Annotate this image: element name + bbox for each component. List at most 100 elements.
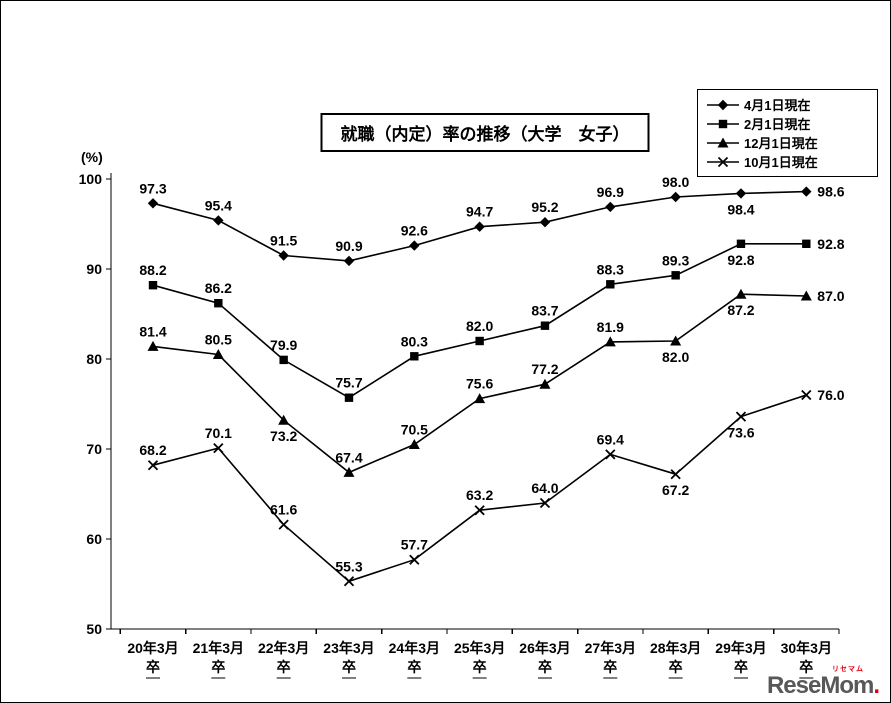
y-tick-label: 50 xyxy=(86,621,102,637)
logo-kana-text: リセマム xyxy=(832,666,864,673)
x-tick-suffix: 卒 xyxy=(669,659,683,675)
x-marker-icon xyxy=(409,554,420,565)
x-tick-suffix: 卒 xyxy=(146,659,160,675)
data-label: 87.2 xyxy=(727,302,754,318)
data-label: 98.4 xyxy=(727,201,754,217)
x-marker-icon xyxy=(670,469,681,480)
x-tick-label: 21年3月 xyxy=(193,640,244,656)
diamond-marker-icon xyxy=(670,191,681,203)
triangle-marker-icon xyxy=(539,378,551,389)
data-label: 70.5 xyxy=(401,422,428,438)
data-label: 86.2 xyxy=(205,280,232,296)
y-tick-label: 90 xyxy=(86,261,102,277)
data-label: 87.0 xyxy=(817,288,844,304)
square-marker-icon xyxy=(475,336,484,346)
square-marker-icon xyxy=(148,281,158,290)
square-marker-icon xyxy=(718,119,728,128)
diamond-marker-icon xyxy=(343,255,355,267)
triangle-marker-icon xyxy=(800,290,812,301)
data-label: 79.9 xyxy=(270,337,297,353)
data-label: 81.4 xyxy=(139,323,166,339)
triangle-marker-icon xyxy=(147,340,159,351)
legend-marker-x-icon xyxy=(707,156,739,167)
legend-item: 10月1日現在 xyxy=(705,152,871,171)
x-marker-icon xyxy=(801,389,812,401)
x-marker-icon xyxy=(343,576,355,587)
y-tick-label: 60 xyxy=(86,531,102,547)
series-diamond: 97.3 95.4 91.5 90.9 92.6 94.7 95.2 96.9 98.0 98.4… xyxy=(139,174,845,267)
x-tick-suffix: 卒 xyxy=(603,659,617,675)
triangle-marker-icon xyxy=(343,466,355,477)
square-marker-icon xyxy=(802,239,811,248)
data-label: 82.0 xyxy=(662,349,689,365)
data-label: 92.8 xyxy=(817,236,844,252)
legend: 4月1日現在 2月1日現在 12月1日現在 10月1日現在 xyxy=(697,89,878,177)
square-marker-icon xyxy=(606,280,615,289)
x-tick-suffix: 卒 xyxy=(538,659,552,675)
square-marker-icon xyxy=(214,299,223,308)
square-marker-icon xyxy=(344,393,354,402)
data-label: 92.6 xyxy=(401,223,428,239)
data-label: 57.7 xyxy=(401,537,428,553)
x-marker-icon xyxy=(147,460,159,471)
data-label: 73.6 xyxy=(727,425,754,441)
y-axis-unit-label: (%) xyxy=(81,149,103,165)
data-label: 70.1 xyxy=(205,425,232,441)
series-square: 88.2 86.2 79.9 75.7 80.3 82.0 83.7 88.3 89.3 92.8… xyxy=(139,236,845,402)
resemom-logo: リセマム ReseMom. xyxy=(767,666,880,698)
square-marker-icon xyxy=(671,271,680,280)
data-label: 80.5 xyxy=(205,332,232,348)
x-tick-label: 30年3月 xyxy=(781,640,832,656)
triangle-marker-icon xyxy=(670,335,682,346)
logo-text: ReseMom xyxy=(766,672,874,699)
data-label: 98.6 xyxy=(817,184,844,200)
x-marker-icon xyxy=(605,449,616,460)
x-marker-icon xyxy=(278,519,289,530)
square-marker-icon xyxy=(540,321,550,330)
data-label: 90.9 xyxy=(335,238,362,254)
data-label: 88.3 xyxy=(597,261,624,277)
x-marker-icon xyxy=(539,497,551,509)
legend-item: 4月1日現在 xyxy=(705,95,871,114)
x-marker-icon xyxy=(213,442,224,454)
data-label: 95.2 xyxy=(531,199,558,215)
data-label: 67.4 xyxy=(335,449,362,465)
x-marker-icon xyxy=(717,156,729,167)
x-tick-suffix: 卒 xyxy=(277,659,291,675)
square-marker-icon xyxy=(736,239,746,248)
data-label: 88.2 xyxy=(139,262,166,278)
x-tick-label: 25年3月 xyxy=(454,640,505,656)
x-tick-label: 28年3月 xyxy=(650,640,701,656)
x-tick-label: 24年3月 xyxy=(389,640,440,656)
data-label: 91.5 xyxy=(270,233,297,249)
legend-item: 12月1日現在 xyxy=(705,133,871,152)
triangle-marker-icon xyxy=(474,393,486,404)
triangle-marker-icon xyxy=(604,336,616,347)
data-label: 80.3 xyxy=(401,333,428,349)
data-label: 82.0 xyxy=(466,318,493,334)
legend-marker-triangle-icon xyxy=(707,137,739,147)
triangle-marker-icon xyxy=(735,288,747,299)
data-label: 77.2 xyxy=(531,361,558,377)
square-marker-icon xyxy=(410,352,419,361)
diamond-marker-icon xyxy=(801,186,812,197)
data-label: 76.0 xyxy=(817,387,844,403)
diamond-marker-icon xyxy=(213,215,224,226)
data-label: 67.2 xyxy=(662,482,689,498)
triangle-marker-icon xyxy=(212,349,224,359)
data-label: 63.2 xyxy=(466,487,493,503)
chart-title: 就職（内定）率の推移（大学 女子） xyxy=(320,113,650,152)
x-tick-suffix: 卒 xyxy=(734,659,748,675)
y-tick-label: 70 xyxy=(86,441,102,457)
diamond-marker-icon xyxy=(409,240,420,251)
x-tick-label: 22年3月 xyxy=(258,640,309,656)
x-tick-label: 23年3月 xyxy=(323,640,374,656)
diamond-marker-icon xyxy=(147,198,159,209)
diamond-marker-icon xyxy=(278,250,289,261)
data-label: 61.6 xyxy=(270,502,297,518)
logo-dot: . xyxy=(873,672,880,699)
data-label: 98.0 xyxy=(662,174,689,190)
x-marker-icon xyxy=(474,505,485,516)
diamond-marker-icon xyxy=(717,99,729,110)
